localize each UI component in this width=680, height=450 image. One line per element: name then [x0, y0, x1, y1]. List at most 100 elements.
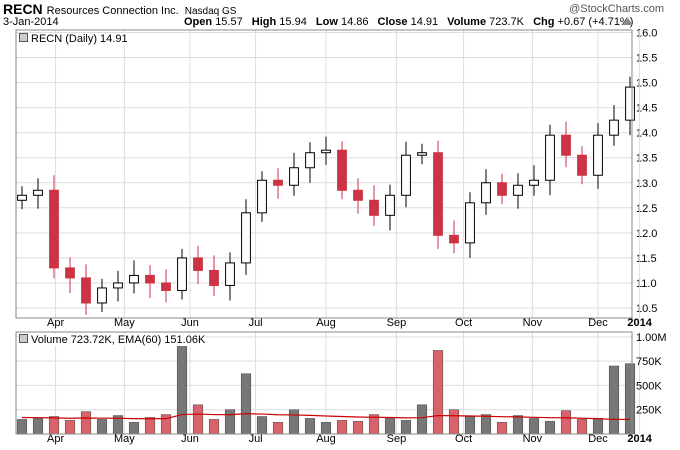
candle-body	[401, 154, 411, 196]
x-tick-label-top: Dec	[588, 317, 608, 329]
volume-bar	[80, 411, 92, 435]
price-tick-label: 13.5	[636, 153, 657, 165]
volume-tick-label: 500K	[636, 380, 662, 392]
open-value: 15.57	[215, 16, 243, 28]
candle-body	[545, 134, 555, 181]
candle-body	[177, 257, 187, 291]
volume-tick-label: 250K	[636, 405, 662, 417]
chart-header: RECN Resources Connection Inc. Nasdaq GS @…	[0, 0, 680, 30]
brand-watermark: @StockCharts.com	[569, 3, 664, 15]
volume-bar	[336, 420, 348, 435]
x-tick-label-top: Apr	[47, 317, 64, 329]
volume-bar	[64, 420, 76, 435]
candle-body	[593, 134, 603, 176]
candle-body	[81, 277, 91, 304]
volume-bar	[256, 416, 268, 435]
price-legend-text: RECN (Daily) 14.91	[31, 33, 128, 45]
volume-legend: Volume 723.72K, EMA(60) 151.06K	[19, 334, 206, 346]
x-tick-label-top: Jul	[249, 317, 263, 329]
chg-label: Chg	[533, 16, 555, 28]
candle-body	[449, 234, 459, 244]
x-tick-label-bottom: Jun	[181, 433, 199, 445]
candle-body	[465, 202, 475, 244]
close-label: Close	[377, 16, 408, 28]
volume-tick-label: 750K	[636, 356, 662, 368]
open-label: Open	[184, 16, 213, 28]
volume-bar	[352, 421, 364, 435]
volume-tick-label: 1.00M	[636, 332, 667, 344]
candle-body	[289, 167, 299, 186]
close-value: 14.91	[410, 16, 439, 28]
price-tick-label: 13.0	[636, 178, 657, 190]
ema-line	[21, 412, 631, 421]
candle-body	[129, 274, 139, 284]
candle-body	[161, 282, 171, 291]
candle-body	[417, 152, 427, 156]
price-tick-label: 10.5	[636, 303, 657, 315]
x-tick-label-top: Aug	[316, 317, 336, 329]
price-legend-swatch	[19, 33, 28, 42]
x-tick-label-top: Nov	[523, 317, 543, 329]
price-legend: RECN (Daily) 14.91	[19, 33, 128, 45]
volume-bar	[592, 418, 604, 435]
candle-body	[241, 212, 251, 264]
x-tick-label-top: 2014	[627, 317, 652, 329]
price-tick-label: 14.0	[636, 128, 657, 140]
price-tick-label: 11.0	[636, 278, 657, 290]
x-tick-label-bottom: Aug	[316, 433, 336, 445]
volume-bar	[320, 422, 332, 435]
volume-bar	[16, 419, 28, 435]
candle-body	[225, 262, 235, 286]
candle-body	[97, 287, 107, 304]
volume-bar	[208, 419, 220, 435]
volume-panel-border	[15, 331, 633, 435]
x-tick-label-bottom: May	[114, 433, 135, 445]
x-tick-label-bottom: Nov	[523, 433, 543, 445]
candle-body	[305, 152, 315, 169]
volume-bar	[432, 350, 444, 435]
volume-value: 723.7K	[489, 16, 525, 28]
x-tick-label-top: Sep	[387, 317, 407, 329]
volume-bar	[480, 414, 492, 435]
volume-bar	[240, 373, 252, 435]
candle-body	[513, 184, 523, 196]
candle-body	[17, 194, 27, 201]
chg-value: +0.67 (+4.71%)	[557, 16, 634, 28]
candle-body	[625, 86, 635, 121]
title-line: RECN Resources Connection Inc. Nasdaq GS	[3, 1, 236, 17]
price-panel-frame	[15, 29, 633, 319]
price-tick-label: 12.5	[636, 203, 657, 215]
volume-bar	[128, 422, 140, 435]
candle-body	[577, 154, 587, 176]
volume-bar	[384, 418, 396, 435]
volume-bar	[464, 416, 476, 435]
price-tick-label: 15.5	[636, 53, 657, 65]
candle-body	[193, 257, 203, 271]
price-tick-label: 16.0	[636, 28, 657, 40]
price-tick-label: 15.0	[636, 78, 657, 90]
volume-label: Volume	[447, 16, 487, 28]
volume-bar	[48, 416, 60, 435]
x-tick-label-bottom: 2014	[627, 433, 652, 445]
volume-bar	[544, 421, 556, 435]
candle-body	[561, 134, 571, 156]
high-label: High	[251, 16, 277, 28]
candle-body	[497, 182, 507, 196]
x-tick-label-bottom: Sep	[387, 433, 407, 445]
volume-bar	[96, 419, 108, 435]
candle-body	[353, 189, 363, 201]
price-tick-label: 14.5	[636, 103, 657, 115]
volume-legend-swatch	[19, 334, 28, 343]
volume-bar	[624, 363, 636, 435]
high-value: 15.94	[279, 16, 307, 28]
volume-bar	[288, 409, 300, 435]
x-tick-label-top: Jun	[181, 317, 199, 329]
volume-bar	[176, 341, 188, 435]
price-tick-label: 11.5	[636, 253, 657, 265]
up-triangle-icon	[623, 18, 633, 25]
price-panel-border	[15, 29, 633, 319]
candle-body	[113, 282, 123, 289]
candle-body	[529, 179, 539, 186]
candle-body	[321, 149, 331, 154]
candle-body	[481, 182, 491, 204]
